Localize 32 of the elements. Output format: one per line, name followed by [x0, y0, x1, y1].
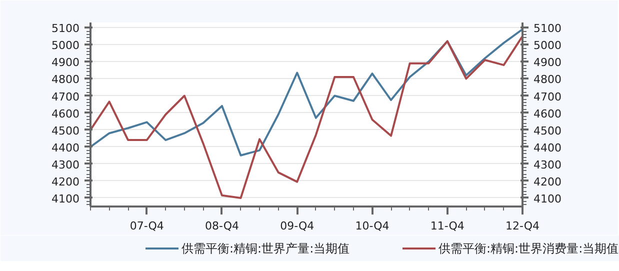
y2-tick-label: 4600	[534, 107, 562, 120]
y-tick-label: 5000	[52, 39, 80, 52]
y2-tick-label: 4900	[534, 56, 562, 70]
x-tick-label: 08-Q4	[204, 220, 239, 232]
y2-tick-label: 4800	[534, 73, 562, 86]
y-tick-label: 4500	[52, 124, 80, 138]
y2-tick-label: 5000	[534, 39, 562, 52]
x-tick-label: 07-Q4	[130, 220, 164, 232]
x-tick-label: 12-Q4	[505, 220, 540, 232]
y-tick-label: 5100	[52, 22, 80, 36]
line-series	[90, 35, 522, 199]
y-tick-label: 4800	[52, 73, 80, 86]
y-tick-label: 4200	[52, 175, 80, 188]
y-tick-label: 4700	[52, 90, 80, 104]
y-tick-label: 4400	[52, 141, 80, 154]
y-tick-label: 4300	[52, 158, 80, 172]
y2-tick-label: 4100	[534, 192, 562, 206]
y2-tick-label: 4200	[534, 175, 562, 188]
x-tick-label: 09-Q4	[280, 220, 314, 232]
y-tick-label: 4900	[52, 56, 80, 70]
y2-tick-label: 4500	[534, 124, 562, 138]
y-tick-label: 4600	[52, 107, 80, 120]
legend-label: 供需平衡:精铜:世界消费量:当期值	[438, 242, 619, 256]
y2-tick-label: 4300	[534, 158, 562, 172]
y-tick-label: 4100	[52, 192, 80, 206]
x-tick-label: 10-Q4	[355, 220, 390, 232]
line-series	[90, 28, 522, 156]
legend-label: 供需平衡:精铜:世界产量:当期值	[182, 242, 350, 256]
y2-tick-label: 4400	[534, 141, 562, 154]
y2-tick-label: 4700	[534, 90, 562, 104]
x-tick-label: 11-Q4	[430, 220, 464, 232]
y2-tick-label: 5100	[534, 22, 562, 36]
